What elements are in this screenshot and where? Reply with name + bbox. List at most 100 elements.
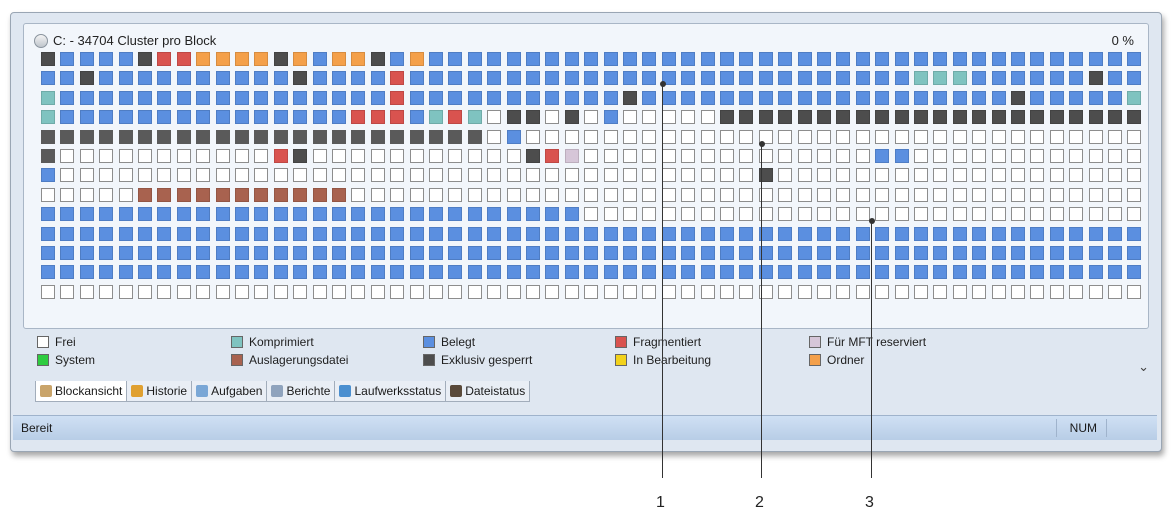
cluster-block[interactable] <box>118 90 133 105</box>
cluster-block[interactable] <box>836 187 851 202</box>
cluster-block[interactable] <box>79 90 94 105</box>
cluster-block[interactable] <box>351 90 366 105</box>
cluster-block[interactable] <box>157 187 172 202</box>
cluster-block[interactable] <box>390 52 405 66</box>
cluster-block[interactable] <box>623 284 637 299</box>
cluster-block[interactable] <box>312 90 327 105</box>
cluster-block[interactable] <box>235 265 249 280</box>
cluster-block[interactable] <box>60 246 75 260</box>
cluster-block[interactable] <box>467 52 482 66</box>
cluster-block[interactable] <box>564 207 579 222</box>
cluster-block[interactable] <box>875 149 890 163</box>
cluster-block[interactable] <box>623 129 637 144</box>
cluster-block[interactable] <box>526 90 540 105</box>
cluster-block[interactable] <box>293 246 308 260</box>
cluster-block[interactable] <box>623 149 637 163</box>
cluster-block[interactable] <box>894 149 909 163</box>
cluster-block[interactable] <box>894 90 909 105</box>
cluster-block[interactable] <box>138 226 152 241</box>
cluster-block[interactable] <box>817 149 831 163</box>
cluster-block[interactable] <box>370 168 385 183</box>
cluster-block[interactable] <box>235 52 249 66</box>
cluster-block[interactable] <box>545 226 560 241</box>
cluster-block[interactable] <box>409 149 424 163</box>
cluster-block[interactable] <box>720 207 734 222</box>
cluster-block[interactable] <box>1088 129 1103 144</box>
cluster-block[interactable] <box>855 226 870 241</box>
cluster-block[interactable] <box>526 71 540 86</box>
cluster-block[interactable] <box>545 52 560 66</box>
cluster-block[interactable] <box>933 207 948 222</box>
cluster-block[interactable] <box>720 110 734 125</box>
cluster-block[interactable] <box>855 129 870 144</box>
cluster-block[interactable] <box>215 168 230 183</box>
cluster-block[interactable] <box>506 52 521 66</box>
cluster-block[interactable] <box>914 52 928 66</box>
cluster-block[interactable] <box>215 265 230 280</box>
cluster-block[interactable] <box>564 265 579 280</box>
cluster-block[interactable] <box>273 90 288 105</box>
cluster-block[interactable] <box>952 187 967 202</box>
cluster-block[interactable] <box>894 246 909 260</box>
cluster-block[interactable] <box>351 226 366 241</box>
cluster-block[interactable] <box>914 187 928 202</box>
cluster-block[interactable] <box>254 110 269 125</box>
cluster-block[interactable] <box>991 284 1006 299</box>
cluster-block[interactable] <box>564 187 579 202</box>
cluster-block[interactable] <box>1011 265 1025 280</box>
cluster-block[interactable] <box>952 71 967 86</box>
cluster-block[interactable] <box>1069 129 1084 144</box>
cluster-block[interactable] <box>506 110 521 125</box>
cluster-block[interactable] <box>429 246 443 260</box>
cluster-block[interactable] <box>642 265 657 280</box>
cluster-block[interactable] <box>545 187 560 202</box>
cluster-block[interactable] <box>584 71 599 86</box>
cluster-block[interactable] <box>758 110 773 125</box>
cluster-block[interactable] <box>138 129 152 144</box>
cluster-block[interactable] <box>681 110 696 125</box>
cluster-block[interactable] <box>952 207 967 222</box>
cluster-block[interactable] <box>506 284 521 299</box>
cluster-block[interactable] <box>758 71 773 86</box>
cluster-block[interactable] <box>1069 71 1084 86</box>
cluster-block[interactable] <box>1049 52 1064 66</box>
cluster-block[interactable] <box>778 226 793 241</box>
cluster-block[interactable] <box>1108 110 1122 125</box>
cluster-block[interactable] <box>99 149 114 163</box>
cluster-block[interactable] <box>836 149 851 163</box>
cluster-block[interactable] <box>758 129 773 144</box>
cluster-block[interactable] <box>1127 207 1142 222</box>
cluster-block[interactable] <box>60 226 75 241</box>
cluster-block[interactable] <box>642 149 657 163</box>
cluster-block[interactable] <box>254 207 269 222</box>
cluster-block[interactable] <box>312 187 327 202</box>
cluster-block[interactable] <box>778 71 793 86</box>
cluster-block[interactable] <box>1049 226 1064 241</box>
cluster-block[interactable] <box>642 168 657 183</box>
cluster-block[interactable] <box>797 187 812 202</box>
cluster-block[interactable] <box>79 168 94 183</box>
cluster-block[interactable] <box>836 284 851 299</box>
cluster-block[interactable] <box>409 110 424 125</box>
cluster-block[interactable] <box>390 168 405 183</box>
cluster-block[interactable] <box>603 129 618 144</box>
cluster-block[interactable] <box>584 284 599 299</box>
cluster-block[interactable] <box>293 90 308 105</box>
cluster-block[interactable] <box>176 149 191 163</box>
cluster-block[interactable] <box>467 265 482 280</box>
cluster-block[interactable] <box>487 110 502 125</box>
chevron-down-icon[interactable]: ⌄ <box>1138 359 1149 374</box>
cluster-block[interactable] <box>991 90 1006 105</box>
cluster-block[interactable] <box>700 246 715 260</box>
cluster-block[interactable] <box>1069 246 1084 260</box>
cluster-block[interactable] <box>642 284 657 299</box>
cluster-block[interactable] <box>564 71 579 86</box>
cluster-block[interactable] <box>99 284 114 299</box>
cluster-block[interactable] <box>797 52 812 66</box>
cluster-block[interactable] <box>1127 149 1142 163</box>
cluster-block[interactable] <box>41 226 55 241</box>
cluster-block[interactable] <box>448 187 463 202</box>
cluster-block[interactable] <box>894 187 909 202</box>
cluster-block[interactable] <box>1127 226 1142 241</box>
cluster-block[interactable] <box>894 110 909 125</box>
